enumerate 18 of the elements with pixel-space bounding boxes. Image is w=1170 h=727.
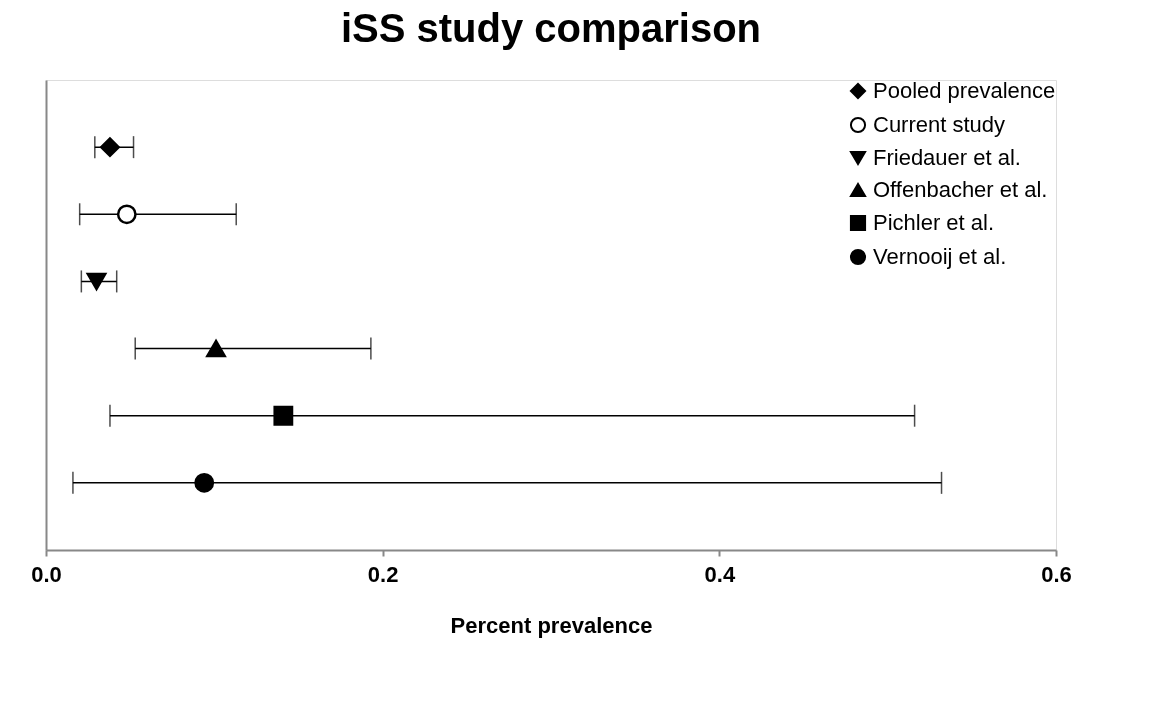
x-axis-title: Percent prevalence xyxy=(450,612,653,638)
x-tick-label: 0.0 xyxy=(31,561,62,587)
point xyxy=(116,204,137,225)
legend-label: Current study xyxy=(873,112,1006,137)
chart-title: iSS study comparison xyxy=(340,6,762,50)
point xyxy=(86,272,107,291)
legend-label: Offenbacher et al. xyxy=(873,177,1048,202)
point xyxy=(273,405,294,426)
x-tick-label: 0.4 xyxy=(704,561,736,587)
legend-label: Friedauer et al. xyxy=(873,145,1021,170)
point xyxy=(100,137,120,158)
legend-label: Vernooij et al. xyxy=(873,244,1007,269)
legend-label: Pooled prevalence xyxy=(873,78,1056,103)
x-tick-label: 0.2 xyxy=(367,561,399,587)
x-tick-label: 0.6 xyxy=(1041,561,1072,587)
point xyxy=(194,472,215,493)
legend-label: Pichler et al. xyxy=(873,210,995,235)
point xyxy=(206,339,226,358)
